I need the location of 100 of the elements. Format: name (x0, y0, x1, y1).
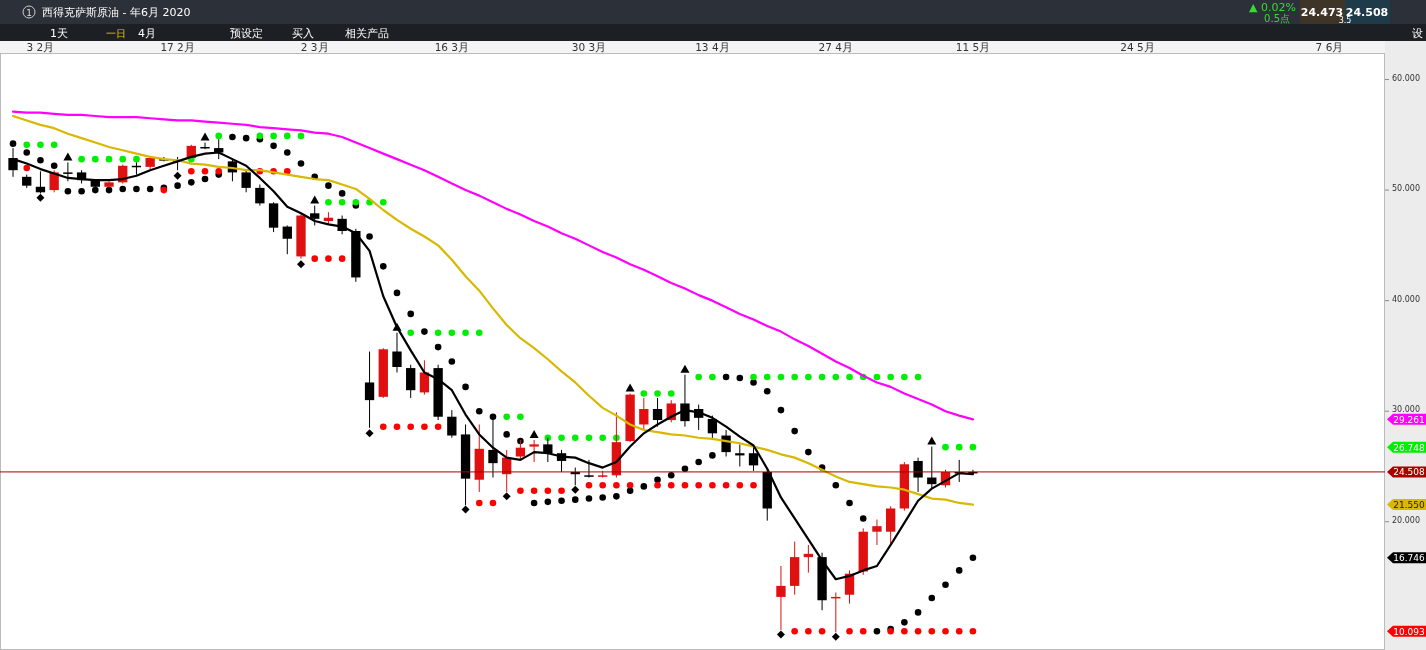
point (750, 481, 757, 489)
point (448, 329, 456, 337)
candlestick (310, 205, 320, 226)
point (942, 627, 949, 635)
candlestick (515, 439, 526, 461)
candlestick (63, 161, 73, 182)
candlestick (885, 505, 896, 546)
point (503, 413, 510, 421)
point (791, 373, 798, 381)
text: 21.550 (1393, 500, 1426, 511)
text: ▲ 0.02% (1249, 1, 1296, 14)
point (654, 481, 661, 489)
point (462, 329, 469, 337)
text: 4月 (138, 27, 156, 40)
point (955, 443, 963, 451)
text: 10.093 (1393, 626, 1425, 637)
point (379, 423, 387, 430)
point (667, 481, 675, 489)
candlestick (529, 439, 539, 463)
point (475, 329, 483, 337)
point (626, 481, 634, 489)
text: 1 (26, 7, 32, 18)
candlestick (639, 397, 649, 431)
text: 26.748 (1393, 442, 1426, 453)
point (297, 132, 305, 140)
point (901, 373, 908, 381)
point (763, 373, 771, 381)
x-tick-label: 13 4月 (695, 41, 730, 53)
point (969, 627, 977, 635)
point (529, 429, 539, 438)
point (709, 481, 716, 489)
x-tick-label: 27 4月 (818, 41, 853, 53)
candlestick (913, 457, 923, 493)
point (352, 198, 360, 206)
candlestick (543, 437, 553, 463)
point (613, 481, 620, 489)
point (736, 481, 744, 489)
point (434, 329, 442, 337)
point (846, 373, 853, 381)
candlestick (872, 519, 882, 546)
point (201, 167, 209, 175)
chart-title: 西得克萨斯原油 - 年6月 2020 (42, 6, 191, 19)
candlestick (255, 184, 265, 207)
point (36, 193, 45, 202)
candlestick (776, 565, 786, 631)
y-tick-label: 20.000 (1392, 515, 1420, 525)
point (297, 260, 305, 269)
point (215, 167, 223, 175)
point (955, 627, 963, 635)
point (434, 423, 442, 430)
point (832, 373, 840, 381)
point (914, 627, 922, 635)
candlestick (392, 332, 402, 374)
point (461, 505, 470, 514)
y-tick-label: 40.000 (1392, 294, 1420, 304)
candlestick (652, 397, 663, 428)
point (818, 373, 826, 381)
point (23, 164, 31, 172)
candlestick (282, 224, 292, 255)
point (517, 413, 524, 421)
point (750, 373, 757, 381)
point (393, 423, 401, 430)
point (805, 373, 812, 381)
point (846, 627, 853, 635)
point (119, 155, 127, 163)
x-tick-label: 2 3月 (300, 41, 329, 53)
text: 1天 (50, 27, 68, 40)
point (283, 132, 291, 140)
point (818, 627, 826, 635)
text: 预设定 (230, 27, 263, 40)
point (23, 141, 31, 149)
text: 29.261 (1393, 414, 1425, 425)
text: 3.5 (1338, 16, 1352, 25)
x-tick-label: 7 6月 (1315, 41, 1344, 53)
point (37, 141, 44, 149)
point (805, 627, 812, 635)
y-tick-label: 60.000 (1392, 73, 1420, 83)
point (544, 487, 552, 495)
point (571, 485, 580, 494)
point (105, 155, 113, 163)
point (680, 364, 690, 373)
point (791, 627, 798, 635)
point (928, 627, 936, 635)
point (640, 390, 648, 397)
point (133, 155, 140, 163)
point (311, 255, 319, 262)
text: 一日 (106, 28, 126, 39)
text: 买入 (292, 27, 314, 40)
text: 24.473 (1300, 6, 1344, 19)
y-tick-label: 50.000 (1392, 184, 1420, 194)
candlestick (241, 169, 251, 193)
point (695, 481, 702, 489)
point (667, 390, 675, 397)
point (407, 329, 414, 337)
point (969, 443, 977, 451)
line-series (11, 110, 975, 421)
point (502, 492, 511, 501)
point (558, 487, 565, 495)
point (173, 171, 182, 180)
point (914, 373, 922, 381)
